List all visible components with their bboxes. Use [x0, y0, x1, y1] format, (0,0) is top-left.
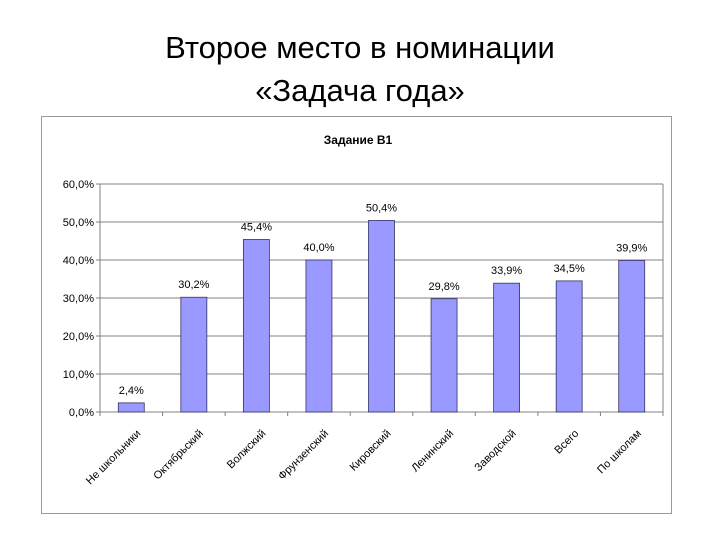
category-label: Кировский	[348, 428, 394, 474]
bar	[180, 296, 208, 413]
bar-chart: Задание В1 2,4% 30,2% 45,4% 40,0% 50,4% 29,8%…	[63, 133, 664, 487]
slide-title-line-1: Второе место в номинации	[165, 30, 555, 65]
bar	[368, 220, 395, 413]
y-tick-label: 20,0%	[63, 331, 94, 343]
bars	[117, 220, 646, 413]
y-tick-label: 0,0%	[69, 407, 94, 419]
category-label: По школам	[595, 428, 644, 477]
slide-title-line-2: «Задача года»	[255, 73, 465, 108]
data-label: 29,8%	[428, 281, 459, 293]
data-labels: 2,4% 30,2% 45,4% 40,0% 50,4% 29,8% 33,9% 34,5% 3…	[119, 202, 648, 396]
data-label: 45,4%	[241, 221, 272, 233]
data-label: 30,2%	[178, 279, 209, 291]
y-tick-label: 30,0%	[63, 293, 94, 305]
data-label: 50,4%	[366, 202, 397, 214]
bar	[493, 282, 521, 413]
y-axis-ticks: 0,0% 10,0% 20,0% 30,0% 40,0% 50,0% 60,0%	[63, 179, 100, 419]
data-label: 33,9%	[491, 265, 522, 277]
chart-frame: Задание В1 2,4% 30,2% 45,4% 40,0% 50,4% 29,8%…	[41, 116, 672, 514]
data-label: 34,5%	[554, 263, 585, 275]
bar	[305, 259, 333, 413]
data-label: 39,9%	[616, 242, 647, 254]
bar	[242, 239, 270, 413]
data-label: 40,0%	[303, 242, 334, 254]
bar	[430, 298, 458, 413]
slide-title: Второе место в номинации «Задача года»	[0, 26, 720, 112]
y-tick-label: 60,0%	[63, 179, 94, 191]
category-label: Ленинский	[409, 428, 456, 475]
category-label: Всего	[552, 428, 581, 457]
category-label: Фрунзенский	[276, 428, 331, 483]
bar	[555, 280, 583, 413]
y-tick-label: 40,0%	[63, 255, 94, 267]
category-label: Заводской	[472, 428, 518, 474]
bar	[117, 402, 145, 413]
bar	[618, 259, 646, 413]
chart-title: Задание В1	[324, 133, 393, 147]
category-label: Волжский	[225, 428, 269, 472]
category-label: Не школьники	[84, 428, 143, 487]
data-label: 2,4%	[119, 385, 144, 397]
y-tick-label: 10,0%	[63, 369, 94, 381]
y-tick-label: 50,0%	[63, 217, 94, 229]
x-axis-categories: Не школьники Октябрьский Волжский Фрунзенск…	[84, 412, 664, 487]
category-label: Октябрьский	[151, 428, 206, 483]
